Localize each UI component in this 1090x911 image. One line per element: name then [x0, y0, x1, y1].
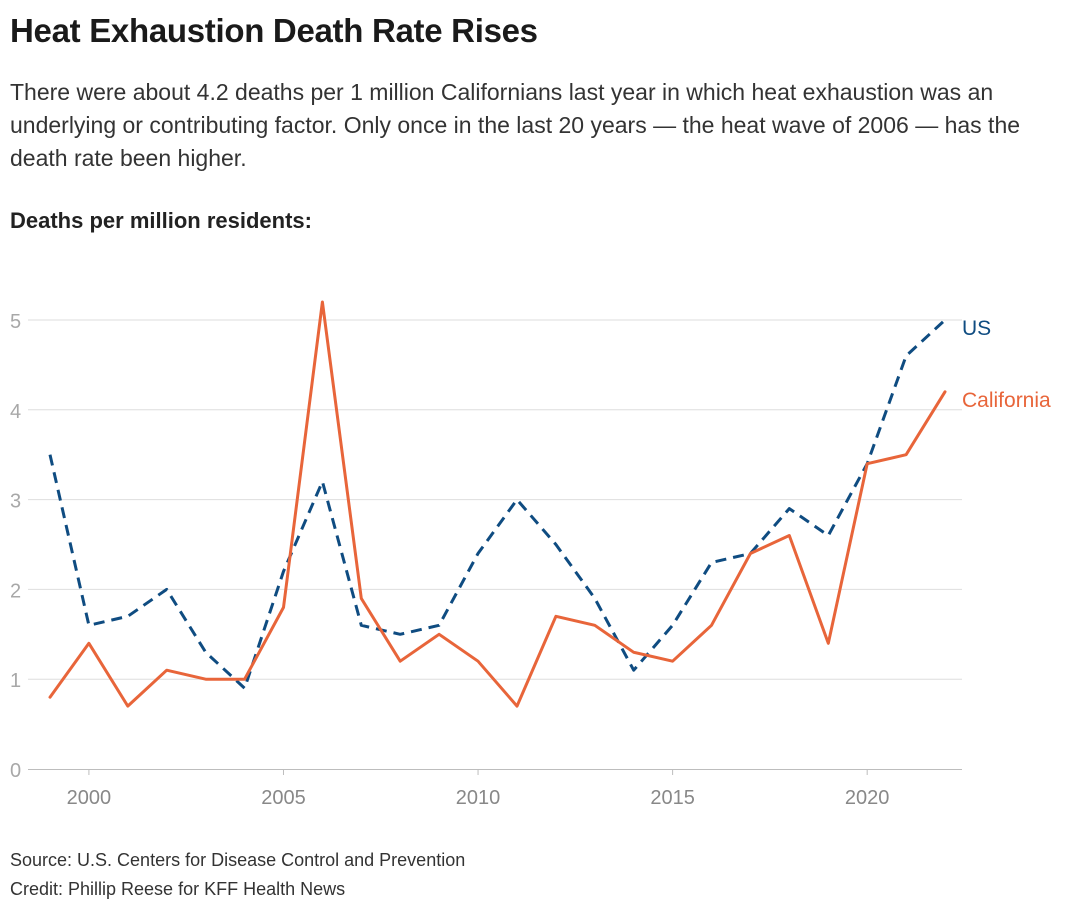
y-tick-label: 5	[10, 311, 21, 333]
source-note: Source: U.S. Centers for Disease Control…	[10, 850, 466, 870]
series-label-california: California	[962, 389, 1051, 412]
series-label-us: US	[962, 317, 991, 340]
y-tick-label: 3	[10, 491, 21, 513]
series-line-california	[48, 300, 947, 708]
x-tick-label: 2015	[650, 787, 695, 809]
x-tick-label: 2010	[456, 787, 501, 809]
credit-note: Credit: Phillip Reese for KFF Health New…	[10, 879, 346, 899]
axes: 0 1 2 3 4 5 2000 2005 2010 2015 2020	[10, 311, 962, 809]
series-lines	[48, 300, 947, 708]
chart-subtitle: There were about 4.2 deaths per 1 millio…	[10, 79, 1021, 171]
chart-title: Heat Exhaustion Death Rate Rises	[10, 12, 538, 49]
y-axis-label: Deaths per million residents:	[10, 208, 312, 233]
y-tick-label: 4	[10, 401, 21, 423]
x-tick-label: 2020	[845, 787, 890, 809]
series-labels: US California	[962, 317, 1051, 412]
y-tick-label: 2	[10, 580, 21, 602]
x-tick-label: 2005	[261, 787, 306, 809]
series-line-us	[48, 318, 947, 690]
y-tick-label: 0	[10, 760, 21, 782]
x-tick-label: 2000	[67, 787, 112, 809]
y-tick-label: 1	[10, 670, 21, 692]
